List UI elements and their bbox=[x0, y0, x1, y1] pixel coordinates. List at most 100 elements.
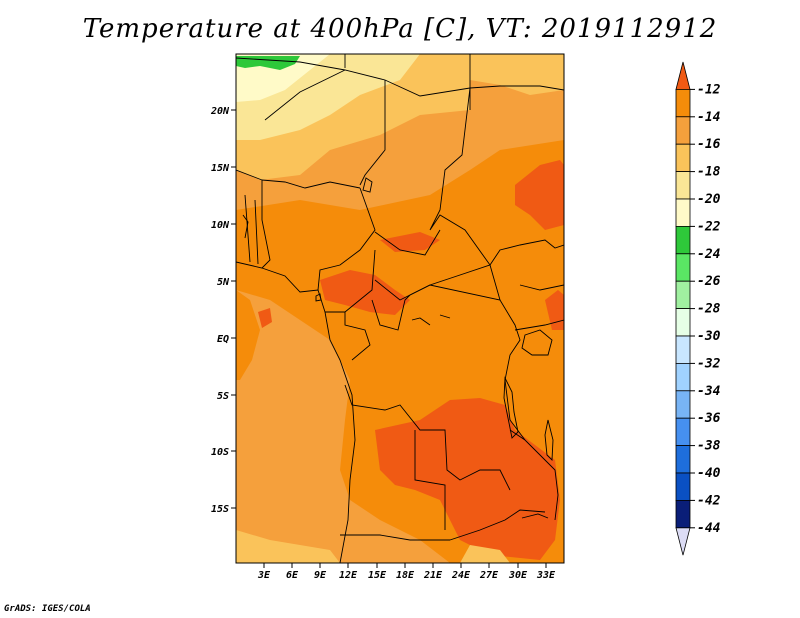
colorbar-swatch bbox=[675, 472, 691, 501]
contour-red-east-patch bbox=[545, 290, 564, 330]
colorbar: -12 -14 -16 -18 -20 -22 -24 -26 -28 -30 -32 -34 -36 -… bbox=[675, 61, 721, 556]
colorbar-swatch bbox=[675, 198, 691, 227]
border-cameroon-car bbox=[344, 249, 376, 313]
lon-label: 24E bbox=[451, 570, 471, 581]
colorbar-label: -22 bbox=[697, 219, 721, 234]
lat-label: 5S bbox=[217, 391, 229, 402]
lake-malawi bbox=[544, 419, 554, 462]
lon-label: 3E bbox=[257, 570, 271, 581]
lake-kariba bbox=[521, 513, 549, 519]
grads-credit: GrADS: IGES/COLA bbox=[4, 604, 91, 614]
border-angola-namibia bbox=[340, 534, 450, 541]
colorbar-label: -34 bbox=[697, 384, 721, 399]
border-algeria-niger bbox=[236, 57, 471, 97]
colorbar-label: -30 bbox=[697, 329, 721, 344]
colorbar-swatch bbox=[675, 362, 691, 392]
colorbar-label: -36 bbox=[697, 411, 721, 426]
lat-label: 15S bbox=[211, 504, 229, 515]
lon-label: 9E bbox=[314, 570, 327, 581]
contour-green-north bbox=[236, 56, 300, 70]
border-ethiopia bbox=[489, 239, 564, 266]
colorbar-label: -38 bbox=[697, 439, 721, 454]
border-nigeria-cameroon bbox=[317, 187, 376, 291]
colorbar-swatch bbox=[675, 143, 691, 172]
lat-label: 10S bbox=[211, 447, 229, 458]
border-zambia-south bbox=[449, 509, 546, 541]
lon-label: 15E bbox=[368, 570, 387, 581]
island-bioko bbox=[315, 293, 322, 302]
colorbar-swatch bbox=[675, 499, 691, 529]
colorbar-swatch bbox=[675, 445, 691, 474]
colorbar-swatch bbox=[675, 253, 691, 282]
lat-label: 10N bbox=[211, 220, 230, 231]
lat-label: EQ bbox=[217, 334, 229, 345]
lake-volta bbox=[242, 214, 249, 239]
contour-yellow-south bbox=[236, 530, 340, 563]
colorbar-label: -32 bbox=[697, 356, 721, 371]
border-gabon bbox=[325, 311, 371, 361]
border-chad-sudan bbox=[429, 87, 491, 266]
colorbar-swatch bbox=[675, 417, 691, 447]
lat-label: 15N bbox=[211, 163, 230, 174]
border-west-africa bbox=[236, 169, 271, 269]
contour-red-band bbox=[380, 232, 440, 252]
colorbar-swatch bbox=[675, 171, 691, 200]
border-mali-niger bbox=[264, 69, 346, 121]
colorbar-swatch bbox=[675, 116, 691, 145]
colorbar-label: -18 bbox=[697, 165, 721, 180]
border-chad-car bbox=[374, 229, 441, 256]
border-niger-nigeria bbox=[261, 179, 361, 189]
border-benin-togo bbox=[244, 194, 259, 265]
colorbar-swatch bbox=[675, 390, 691, 419]
lake-chad bbox=[362, 177, 373, 193]
contour-red-west-patch bbox=[258, 308, 272, 328]
lon-label: 18E bbox=[396, 570, 415, 581]
map-frame bbox=[235, 53, 565, 564]
lon-label: 33E bbox=[536, 570, 556, 581]
colorbar-swatch bbox=[675, 89, 691, 118]
lake-victoria bbox=[521, 329, 553, 356]
colorbar-swatch bbox=[675, 225, 691, 255]
lon-label: 12E bbox=[339, 570, 358, 581]
colorbar-arrow-top bbox=[675, 61, 691, 90]
latitude-axis: 20N 15N 10N 5N EQ 5S 10S 15S bbox=[210, 106, 236, 515]
lon-label: 6E bbox=[286, 570, 299, 581]
border-kenya-somalia bbox=[519, 284, 564, 291]
colorbar-label: -26 bbox=[697, 274, 721, 289]
colorbar-label: -42 bbox=[697, 493, 721, 508]
colorbar-label: -40 bbox=[697, 466, 721, 481]
country-borders bbox=[236, 54, 564, 563]
border-congo-drc bbox=[371, 294, 411, 331]
border-mozambique bbox=[509, 429, 559, 521]
contour-red-south bbox=[375, 398, 560, 560]
colorbar-label: -12 bbox=[697, 82, 721, 97]
colorbar-label: -16 bbox=[697, 137, 721, 152]
border-drc-angola bbox=[344, 384, 511, 491]
contour-orange-west bbox=[236, 290, 260, 380]
border-drc-east bbox=[409, 284, 526, 441]
colorbar-swatch bbox=[675, 280, 691, 310]
coastline-red-sea bbox=[469, 85, 564, 91]
colorbar-label: -14 bbox=[697, 110, 721, 125]
river-congo bbox=[411, 314, 451, 326]
colorbar-label: -28 bbox=[697, 302, 721, 317]
contour-yellow-southeast bbox=[460, 545, 510, 563]
chart-title: Temperature at 400hPa [C], VT: 201911291… bbox=[82, 14, 718, 44]
lake-tanganyika bbox=[503, 376, 519, 439]
colorbar-label: -44 bbox=[697, 521, 721, 536]
contour-red-central bbox=[320, 270, 410, 315]
longitude-axis: 3E 6E 9E 12E 15E 18E 21E 24E 27E 30E 33E bbox=[257, 563, 556, 581]
colorbar-swatch bbox=[675, 308, 691, 337]
border-niger-chad bbox=[359, 80, 386, 186]
contour-red-ne bbox=[515, 160, 564, 230]
colorbar-arrow-bottom bbox=[675, 527, 691, 556]
border-angola-zambia bbox=[414, 430, 446, 530]
border-tanzania bbox=[514, 319, 564, 331]
temperature-field bbox=[236, 54, 564, 563]
colorbar-swatch bbox=[675, 335, 691, 364]
colorbar-label: -24 bbox=[697, 247, 721, 262]
lat-label: 5N bbox=[217, 277, 230, 288]
lon-label: 30E bbox=[508, 570, 528, 581]
contour-yellow-ne bbox=[470, 54, 564, 95]
